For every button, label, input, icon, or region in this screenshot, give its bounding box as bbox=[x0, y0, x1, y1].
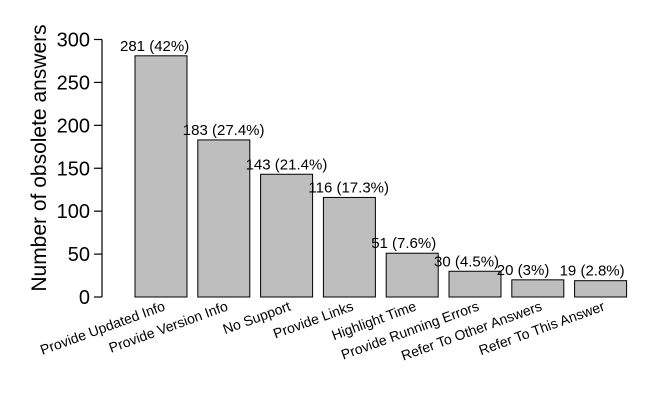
bar bbox=[260, 173, 314, 298]
data-label: 30 (4.5%) bbox=[434, 253, 499, 270]
data-label: 19 (2.8%) bbox=[560, 263, 625, 280]
y-tick-label: 50 bbox=[68, 244, 90, 266]
y-axis-title: Number of obsolete answers bbox=[28, 24, 51, 291]
bar bbox=[197, 139, 251, 298]
data-label: 51 (7.6%) bbox=[371, 235, 436, 252]
data-label: 20 (3%) bbox=[497, 262, 550, 279]
bar bbox=[322, 196, 376, 298]
y-tick-label: 300 bbox=[57, 30, 90, 52]
bar bbox=[511, 279, 565, 298]
y-tick-label: 250 bbox=[57, 72, 90, 94]
bars-group bbox=[134, 55, 628, 298]
bar bbox=[385, 252, 439, 298]
data-labels-group: 281 (42%) 183 (27.4%) 143 (21.4%) 116 (17.3… bbox=[120, 38, 625, 280]
bar bbox=[574, 280, 628, 298]
data-label: 281 (42%) bbox=[120, 38, 189, 55]
y-tick-label: 200 bbox=[57, 115, 90, 137]
data-label: 183 (27.4%) bbox=[183, 122, 265, 139]
data-label: 116 (17.3%) bbox=[308, 179, 389, 196]
bar bbox=[134, 55, 188, 298]
y-tick-label: 100 bbox=[57, 201, 90, 223]
bar bbox=[448, 270, 502, 298]
y-axis: 0 50 100 150 200 250 300 bbox=[57, 30, 103, 309]
y-tick-label: 0 bbox=[79, 287, 90, 309]
y-tick-label: 150 bbox=[57, 158, 90, 180]
data-label: 143 (21.4%) bbox=[246, 156, 328, 173]
